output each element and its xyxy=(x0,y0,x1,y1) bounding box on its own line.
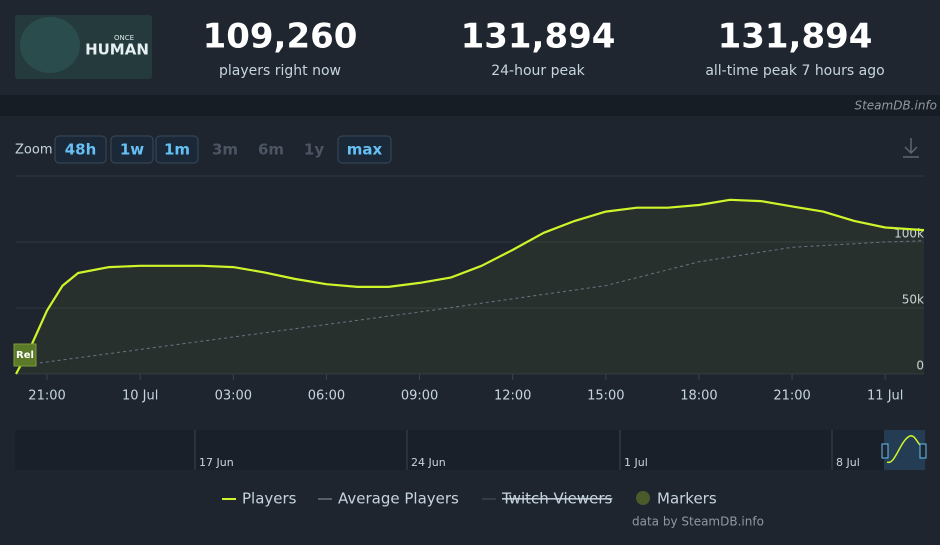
legend-swatch[interactable] xyxy=(636,491,650,505)
x-tick-label: 15:00 xyxy=(587,389,624,404)
stat-label: 24-hour peak xyxy=(491,63,585,79)
stat-label: all-time peak 7 hours ago xyxy=(705,63,884,79)
y-tick-label: 0 xyxy=(916,359,924,373)
logo-art xyxy=(20,17,80,73)
legend-label[interactable]: Average Players xyxy=(338,490,459,508)
players-area xyxy=(16,199,924,374)
navigator-window[interactable] xyxy=(884,430,925,470)
x-tick-label: 06:00 xyxy=(308,389,345,404)
zoom-button[interactable] xyxy=(54,135,107,164)
logo-text: ONCE xyxy=(114,34,134,42)
logo-text: HUMAN xyxy=(85,41,149,59)
navigator-label: 1 Jul xyxy=(624,456,648,469)
legend-label[interactable]: Players xyxy=(242,490,297,508)
x-tick-label: 03:00 xyxy=(215,389,252,404)
zoom-button-label[interactable]: max xyxy=(347,141,383,159)
chart-credit: data by SteamDB.info xyxy=(632,515,764,529)
source-link[interactable]: SteamDB.info xyxy=(854,99,937,113)
x-tick-label: 21:00 xyxy=(28,389,65,404)
zoom-button[interactable] xyxy=(337,135,392,164)
marker-label: Rel xyxy=(16,350,34,361)
x-tick-label: 12:00 xyxy=(494,389,531,404)
legend-label[interactable]: Markers xyxy=(657,490,717,508)
players-line xyxy=(15,198,925,375)
navigator[interactable] xyxy=(15,430,925,470)
stats-bar xyxy=(0,0,940,95)
navigator-label: 17 Jun xyxy=(199,456,234,469)
stat-label: players right now xyxy=(219,63,341,79)
y-tick-label: 50k xyxy=(902,293,924,307)
stat-value: 131,894 xyxy=(461,17,616,57)
zoom-button[interactable] xyxy=(155,135,199,164)
zoom-button-label: 3m xyxy=(212,141,238,159)
zoom-button-label: 1y xyxy=(304,141,324,159)
icon-stroke xyxy=(904,146,918,155)
zoom-label: Zoom xyxy=(15,143,52,158)
zoom-button-label: 6m xyxy=(258,141,284,159)
legend-label[interactable]: Twitch Viewers xyxy=(501,490,613,508)
navigator-handle[interactable] xyxy=(881,443,889,459)
stat-value: 131,894 xyxy=(718,17,873,57)
download-icon[interactable] xyxy=(903,138,919,158)
release-marker[interactable] xyxy=(13,343,37,367)
x-tick-label: 18:00 xyxy=(680,389,717,404)
zoom-button[interactable] xyxy=(110,135,154,164)
x-tick-label: 10 Jul xyxy=(122,389,158,404)
zoom-button-label[interactable]: 1m xyxy=(164,141,190,159)
stat-value: 109,260 xyxy=(203,17,358,57)
x-tick-label: 11 Jul xyxy=(867,389,903,404)
chart-panel xyxy=(0,116,940,545)
x-tick-label: 09:00 xyxy=(401,389,438,404)
navigator-label: 8 Jul xyxy=(836,456,860,469)
zoom-button-label[interactable]: 1w xyxy=(120,141,144,159)
average-line xyxy=(15,240,925,367)
navigator-label: 24 Jun xyxy=(411,456,446,469)
game-logo: ONCE HUMAN xyxy=(15,15,152,79)
navigator-handle[interactable] xyxy=(919,443,927,459)
zoom-button-label[interactable]: 48h xyxy=(65,141,97,159)
x-tick-label: 21:00 xyxy=(773,389,810,404)
